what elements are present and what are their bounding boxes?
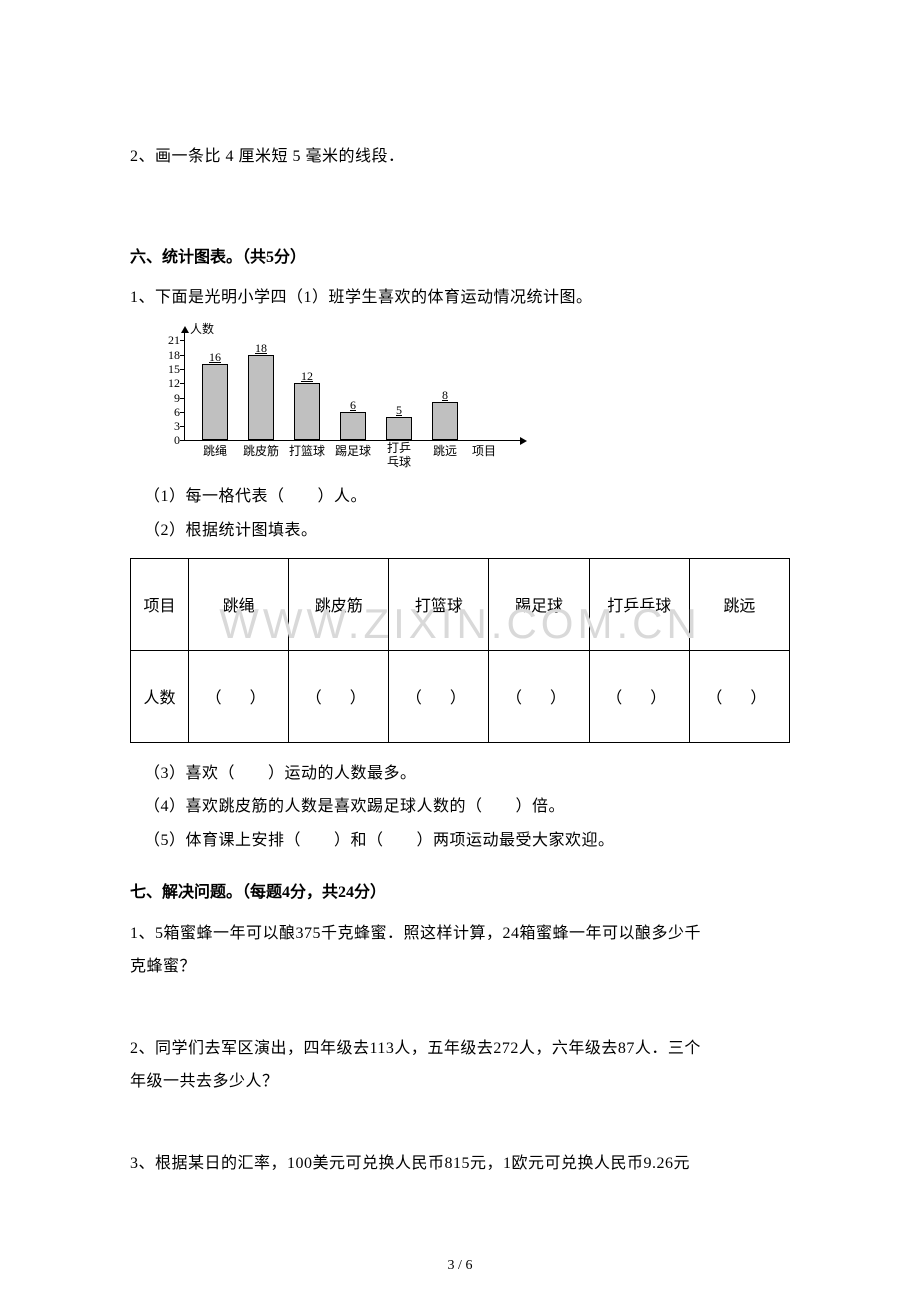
table-cell: 打篮球 [389,558,489,650]
chart-bar [386,417,412,441]
table-row: 人数 （ ） （ ） （ ） （ ） （ ） （ ） [131,650,790,742]
chart-bar [432,402,458,440]
section-6-sub1: （1）每一格代表（ ）人。 [130,480,790,514]
y-tick-label: 18 [168,348,180,363]
y-axis-arrow [181,326,189,333]
bar-value-label: 8 [428,388,462,403]
table-cell: 跳远 [689,558,789,650]
spacer [130,174,790,198]
chart-bar [340,412,366,441]
table-cell: 跳皮筋 [289,558,389,650]
section-7-q2-line1: 2、同学们去军区演出，四年级去113人，五年级去272人，六年级去87人．三个 [130,1032,790,1066]
table-cell-blank: （ ） [389,650,489,742]
bar-value-label: 5 [382,403,416,418]
bar-chart: 人数03691215182116跳绳18跳皮筋12打篮球6踢足球5打乒乓球8跳远… [142,320,542,470]
section-7-q3: 3、根据某日的汇率，100美元可兑换人民币815元，1欧元可兑换人民币9.26元 [130,1147,790,1181]
spacer [130,1099,790,1123]
x-axis-label: 打篮球 [284,442,330,459]
section-7-q2-line2: 年级一共去多少人？ [130,1065,790,1099]
table-cell: 跳绳 [189,558,289,650]
table-cell-blank: （ ） [289,650,389,742]
table-header-cell: 项目 [131,558,189,650]
chart-bar [202,364,228,440]
chart-bar [248,355,274,441]
section-6-sub2: （2）根据统计图填表。 [130,514,790,548]
bar-value-label: 18 [244,341,278,356]
bar-value-label: 6 [336,398,370,413]
stats-table: 项目 跳绳 跳皮筋 打篮球 踢足球 打乒乓球 跳远 人数 （ ） （ ） （ ）… [130,558,790,743]
section-7-q1-line1: 1、5箱蜜蜂一年可以酿375千克蜂蜜．照这样计算，24箱蜜蜂一年可以酿多少千 [130,917,790,951]
section-6-q1-intro: 1、下面是光明小学四（1）班学生喜欢的体育运动情况统计图。 [130,281,790,315]
x-axis-label: 跳远 [422,442,468,459]
x-axis-label: 打乒乓球 [376,442,422,468]
x-axis-title: 项目 [472,442,496,459]
spacer [130,198,790,222]
section-6-sub3: （3）喜欢（ ）运动的人数最多。 [130,757,790,791]
y-axis [184,332,185,440]
bar-value-label: 16 [198,350,232,365]
chart-container: 人数03691215182116跳绳18跳皮筋12打篮球6踢足球5打乒乓球8跳远… [130,320,790,470]
x-axis-label: 跳绳 [192,442,238,459]
x-axis-label: 踢足球 [330,442,376,459]
section-6-sub4: （4）喜欢跳皮筋的人数是喜欢踢足球人数的（ ）倍。 [130,790,790,824]
y-axis-title: 人数 [190,320,214,337]
y-tick-label: 15 [168,362,180,377]
table-cell-blank: （ ） [489,650,589,742]
y-tick-label: 12 [168,376,180,391]
section-6-heading: 六、统计图表。（共5分） [130,240,790,275]
table-row: 项目 跳绳 跳皮筋 打篮球 踢足球 打乒乓球 跳远 [131,558,790,650]
page-number: 3 / 6 [448,1258,473,1274]
x-axis-label: 跳皮筋 [238,442,284,459]
table-cell: 踢足球 [489,558,589,650]
page: 2、画一条比 4 厘米短 5 毫米的线段． 六、统计图表。（共5分） 1、下面是… [0,0,920,1302]
spacer [130,1008,790,1032]
table-cell-blank: （ ） [189,650,289,742]
spacer [130,1123,790,1147]
x-axis [184,440,522,441]
y-tick-label: 21 [168,333,180,348]
question-2-text: 2、画一条比 4 厘米短 5 毫米的线段． [130,140,790,174]
spacer [130,984,790,1008]
section-7-q1-line2: 克蜂蜜？ [130,950,790,984]
table-header-cell: 人数 [131,650,189,742]
table-cell-blank: （ ） [589,650,689,742]
x-axis-arrow [520,437,527,445]
chart-bar [294,383,320,440]
table-cell-blank: （ ） [689,650,789,742]
table-cell: 打乒乓球 [589,558,689,650]
bar-value-label: 12 [290,369,324,384]
section-6-sub5: （5）体育课上安排（ ）和（ ）两项运动最受大家欢迎。 [130,824,790,858]
section-7-heading: 七、解决问题。（每题4分，共24分） [130,875,790,910]
